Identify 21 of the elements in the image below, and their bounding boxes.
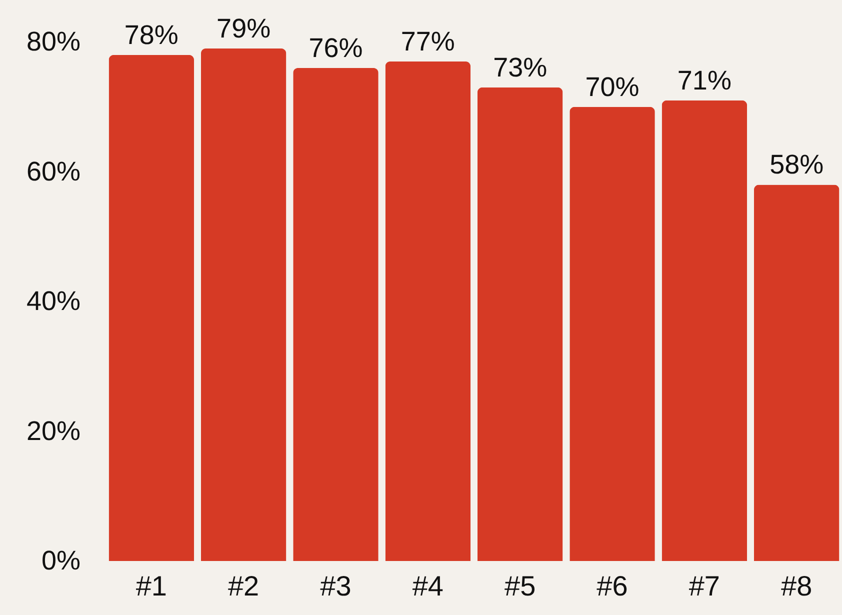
- data-label: 77%: [400, 26, 455, 56]
- x-tick-label: #2: [228, 570, 260, 602]
- y-tick-label: 80%: [26, 26, 80, 56]
- data-label: 71%: [677, 65, 732, 96]
- y-tick-label: 0%: [41, 546, 80, 576]
- data-label: 79%: [216, 13, 271, 44]
- x-tick-label: #5: [504, 570, 536, 602]
- data-label: 58%: [770, 150, 824, 180]
- x-tick-label: #1: [136, 570, 167, 602]
- data-label: 73%: [493, 52, 548, 82]
- y-tick-label: 60%: [26, 156, 80, 186]
- y-tick-label: 40%: [26, 286, 80, 316]
- y-tick-label: 20%: [26, 416, 80, 446]
- data-label: 70%: [585, 72, 640, 102]
- x-tick-label: #3: [320, 570, 352, 602]
- x-tick-label: #6: [596, 570, 628, 602]
- data-label: 78%: [124, 20, 178, 50]
- x-tick-label: #8: [781, 570, 812, 602]
- data-label: 76%: [308, 32, 363, 63]
- x-tick-label: #7: [688, 570, 720, 602]
- x-tick-label: #4: [412, 570, 444, 602]
